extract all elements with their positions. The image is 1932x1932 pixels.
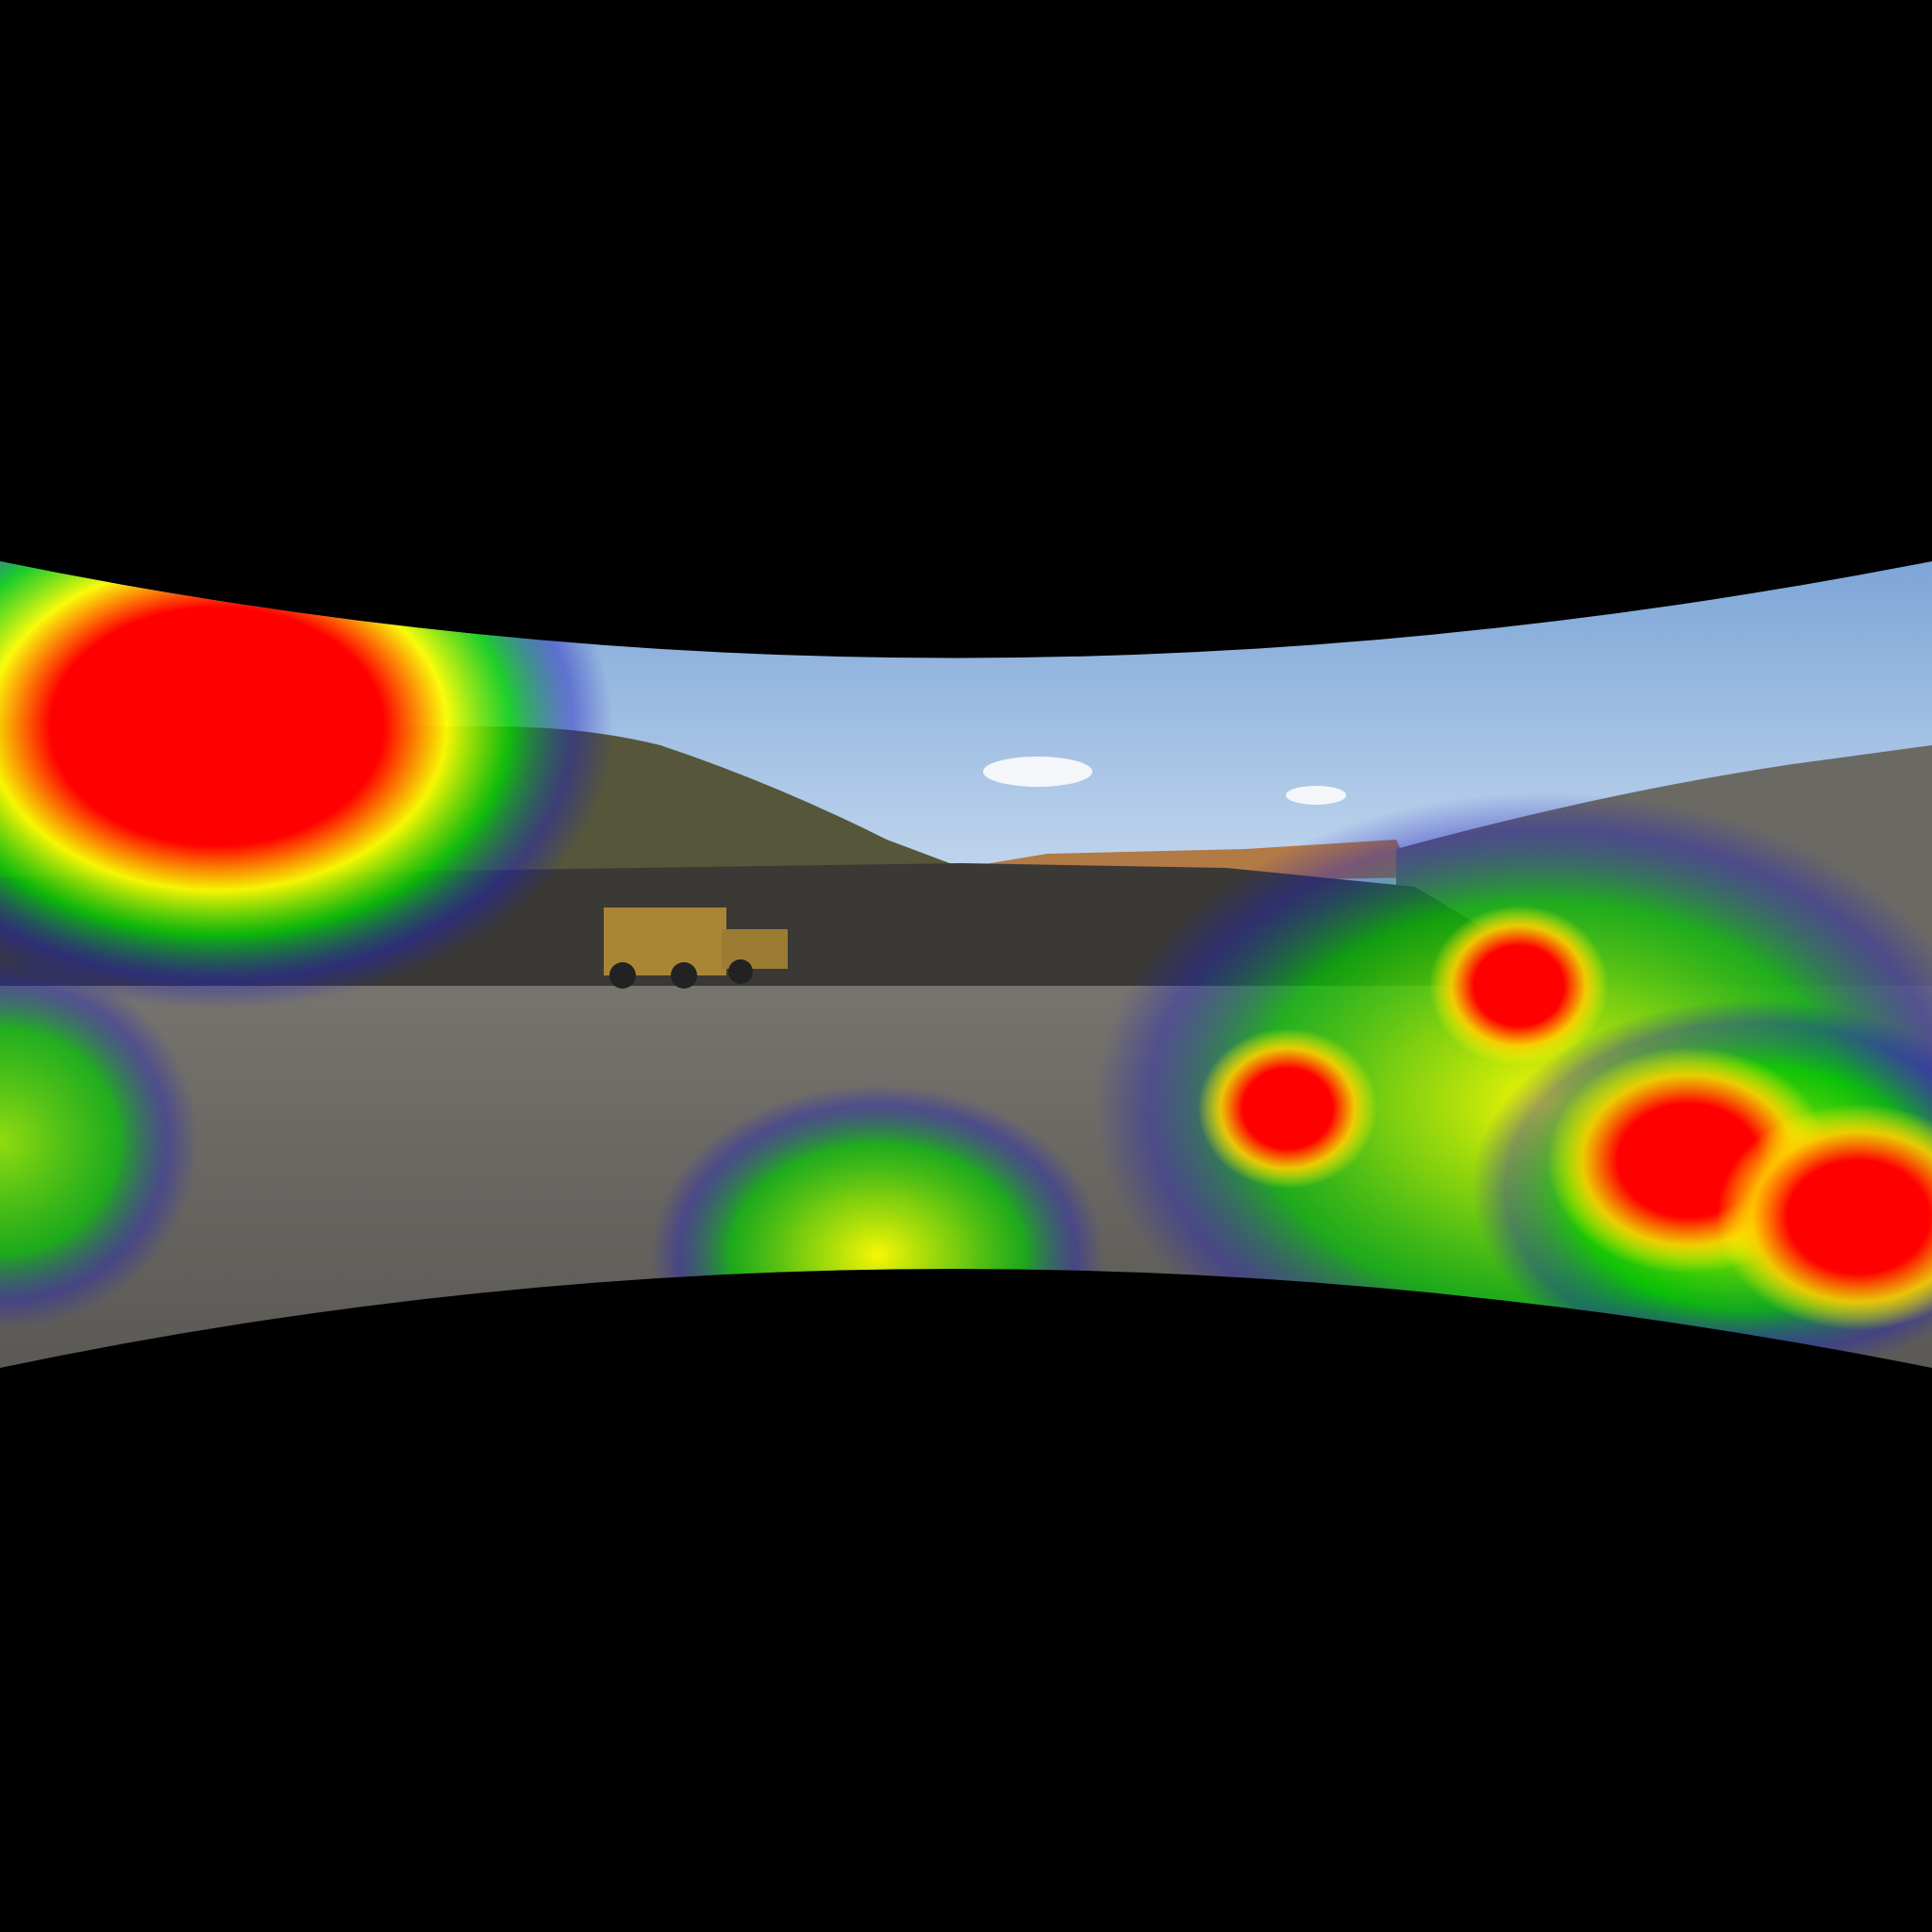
heat-blob-right-upper [1429,906,1608,1066]
cloud [983,757,1092,787]
heat-blob-right-mid [1198,1028,1377,1189]
haul-truck [604,908,788,989]
heat-blob-left-edge [0,953,198,1330]
heat-blob-right-lower-b [1717,1104,1932,1330]
cloud [1286,786,1346,805]
